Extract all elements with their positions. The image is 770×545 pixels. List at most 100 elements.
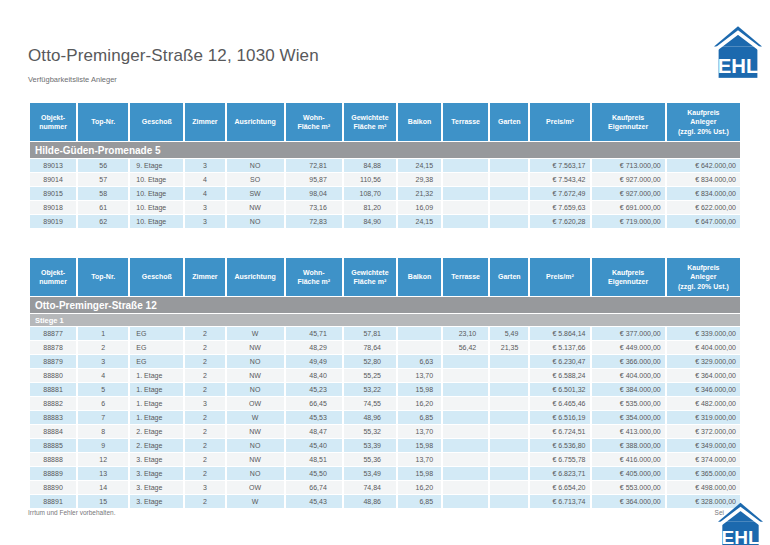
section-row: Otto-Preminger-Straße 12 (30, 297, 740, 313)
table-cell: € 366.000,00 (592, 355, 665, 368)
table-cell (443, 369, 488, 382)
column-header: Ausrichtung (227, 258, 284, 296)
table-cell: 3. Etage (130, 481, 183, 494)
table-cell: 23,10 (443, 327, 488, 340)
table-cell: 53,39 (344, 439, 396, 452)
table-cell: € 384.000,00 (592, 383, 665, 396)
table-cell: 9. Etage (130, 159, 183, 172)
table-cell: € 364.000,00 (667, 369, 740, 382)
section-row: Hilde-Güden-Promenade 5 (30, 142, 740, 158)
availability-table-otto-preminger-strasse: Objekt- nummerTop-Nr.GeschoßZimmerAusric… (28, 257, 742, 509)
table-cell: W (227, 495, 284, 508)
table-cell: 88878 (30, 341, 76, 354)
table-cell: 48,47 (286, 425, 342, 438)
table-cell: 4 (185, 173, 224, 186)
table-cell: 2 (185, 411, 224, 424)
table-cell: 2. Etage (130, 425, 183, 438)
table-cell: € 482.000,00 (667, 397, 740, 410)
table-cell: 8 (78, 425, 128, 438)
table-cell (490, 159, 528, 172)
table-cell (490, 355, 528, 368)
table-cell: 3 (185, 215, 224, 228)
table-cell: 2 (185, 425, 224, 438)
column-header: Balkon (398, 103, 441, 141)
table-cell: NW (227, 453, 284, 466)
table-cell: € 339.000,00 (667, 327, 740, 340)
table-cell: 2 (78, 341, 128, 354)
table-cell: 62 (78, 215, 128, 228)
table-cell: 21,35 (490, 341, 528, 354)
table-cell: 6,85 (398, 411, 441, 424)
table-cell: € 642.000,00 (667, 159, 740, 172)
column-header: Balkon (398, 258, 441, 296)
table-cell: € 6.501,32 (530, 383, 589, 396)
table-cell (490, 467, 528, 480)
availability-table-hilde-gueden-promenade: Objekt- nummerTop-Nr.GeschoßZimmerAusric… (28, 102, 742, 229)
table-cell: 45,40 (286, 439, 342, 452)
table-cell: 10. Etage (130, 187, 183, 200)
table-cell: 66,74 (286, 481, 342, 494)
table-cell: 7 (78, 411, 128, 424)
table-cell: € 5.864,14 (530, 327, 589, 340)
table-cell: 15,98 (398, 439, 441, 452)
table-row: 890196210. Etage3NO72,8384,9024,15€ 7.62… (30, 215, 740, 228)
table-cell: € 834.000,00 (667, 187, 740, 200)
column-header: Preis/m² (530, 103, 589, 141)
table-cell: 48,96 (344, 411, 396, 424)
table-row: 8888261. Etage3OW66,4574,5516,20€ 6.465,… (30, 397, 740, 410)
table-cell: 14 (78, 481, 128, 494)
table-cell (443, 439, 488, 452)
table-cell: 3 (78, 355, 128, 368)
table-cell: 88890 (30, 481, 76, 494)
subsection-row: Stiege 1 (30, 314, 740, 326)
table-cell: € 374.000,00 (667, 453, 740, 466)
table-cell: SO (227, 173, 284, 186)
table-row: 8888151. Etage2NO45,2353,2215,98€ 6.501,… (30, 383, 740, 396)
table-cell: € 498.000,00 (667, 481, 740, 494)
table-cell: 12 (78, 453, 128, 466)
table-cell: 58 (78, 187, 128, 200)
table-cell (490, 495, 528, 508)
table-cell: 45,50 (286, 467, 342, 480)
table-cell: 2 (185, 467, 224, 480)
table-cell: € 6.713,74 (530, 495, 589, 508)
table-cell (490, 383, 528, 396)
table-cell (490, 397, 528, 410)
table-cell: 1 (78, 327, 128, 340)
table-cell (398, 327, 441, 340)
table-row: 88891153. Etage2W45,4348,866,85€ 6.713,7… (30, 495, 740, 508)
table-cell: € 834.000,00 (667, 173, 740, 186)
table-cell: € 535.000,00 (592, 397, 665, 410)
table-cell: 56 (78, 159, 128, 172)
table-cell: 88880 (30, 369, 76, 382)
table-row: 8888592. Etage2NO45,4053,3915,98€ 6.536,… (30, 439, 740, 452)
table-cell: 13,70 (398, 453, 441, 466)
table-cell: € 329.000,00 (667, 355, 740, 368)
page-subtitle: Verfügbarkeitsliste Anleger (28, 75, 117, 84)
table-cell: NW (227, 425, 284, 438)
table-cell: 49,49 (286, 355, 342, 368)
table-cell: € 5.137,66 (530, 341, 589, 354)
table-cell (443, 397, 488, 410)
table-cell: 110,56 (344, 173, 396, 186)
table-row: 890186110. Etage3NW73,1681,2016,09€ 7.65… (30, 201, 740, 214)
table-cell: 10. Etage (130, 215, 183, 228)
table-cell: 3 (185, 159, 224, 172)
table-cell: 89015 (30, 187, 76, 200)
table-cell: 29,38 (398, 173, 441, 186)
table-cell: 89018 (30, 201, 76, 214)
table-cell: 2 (185, 355, 224, 368)
table-cell: € 6.588,24 (530, 369, 589, 382)
table-cell: € 713.000,00 (592, 159, 665, 172)
column-header: Geschoß (130, 258, 183, 296)
table-cell: 24,15 (398, 215, 441, 228)
ehl-logo-bottom: EHL (718, 502, 763, 545)
table-cell: 89019 (30, 215, 76, 228)
table-cell: 55,25 (344, 369, 396, 382)
table-cell: € 449.000,00 (592, 341, 665, 354)
table-cell: 3. Etage (130, 467, 183, 480)
table-cell: 66,45 (286, 397, 342, 410)
table-cell: 6 (78, 397, 128, 410)
table-cell: OW (227, 481, 284, 494)
table-cell (443, 495, 488, 508)
